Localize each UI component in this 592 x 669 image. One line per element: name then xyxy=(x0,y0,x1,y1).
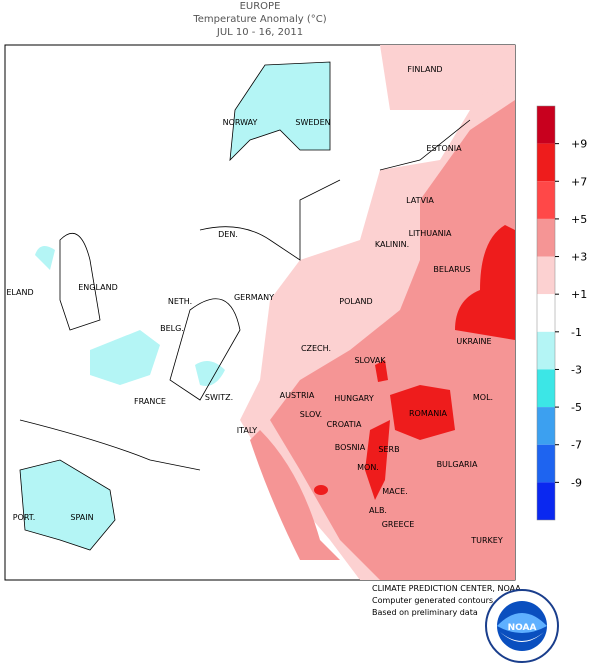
legend-swatch xyxy=(537,143,555,182)
country-label: FINLAND xyxy=(407,65,442,74)
legend-swatch xyxy=(537,218,555,257)
legend-swatch xyxy=(537,444,555,483)
country-label: LITHUANIA xyxy=(409,229,452,238)
country-label: FRANCE xyxy=(134,397,166,406)
legend-swatch xyxy=(537,256,555,295)
country-label: KALININ. xyxy=(375,240,409,249)
color-legend: +9 +7 +5 +3 +1 -1 -3 -5 -7 -9 xyxy=(536,105,587,521)
country-label: POLAND xyxy=(339,297,372,306)
legend-tick-label: -1 xyxy=(571,326,582,339)
country-label: CZECH. xyxy=(301,344,331,353)
country-label: UKRAINE xyxy=(456,337,491,346)
country-label: BOSNIA xyxy=(335,443,366,452)
country-label: ENGLAND xyxy=(78,283,118,292)
footer-line: CLIMATE PREDICTION CENTER, NOAA xyxy=(372,584,521,593)
country-label: GERMANY xyxy=(234,293,274,302)
country-label: MON. xyxy=(357,463,379,472)
country-label: CROATIA xyxy=(327,420,362,429)
country-label: SLOVAK xyxy=(354,356,386,365)
country-label: SPAIN xyxy=(70,513,93,522)
legend-swatch xyxy=(537,407,555,445)
legend-swatch xyxy=(537,106,555,144)
subtitle: Temperature Anomaly (°C) xyxy=(192,14,326,25)
country-label: BELARUS xyxy=(433,265,470,274)
legend-swatch xyxy=(537,369,555,408)
country-label: LATVIA xyxy=(406,196,434,205)
legend-frame xyxy=(536,105,556,521)
country-label: BELG. xyxy=(160,324,184,333)
country-label: MOL. xyxy=(473,393,493,402)
legend-tick-label: -9 xyxy=(571,476,582,489)
country-label: ROMANIA xyxy=(409,409,448,418)
country-label: SWEDEN xyxy=(295,118,330,127)
legend-tick-label: +7 xyxy=(571,175,587,188)
country-label: ESTONIA xyxy=(426,144,462,153)
map: FINLAND NORWAY SWEDEN ESTONIA LATVIA DEN… xyxy=(4,44,516,581)
legend-tick-label: -3 xyxy=(571,363,582,376)
country-label: DEN. xyxy=(218,230,238,239)
country-label: SWITZ. xyxy=(205,393,233,402)
legend-tick-label: +3 xyxy=(571,251,587,264)
footer-line: Based on preliminary data xyxy=(372,608,478,617)
country-label: BULGARIA xyxy=(437,460,478,469)
legend-swatch xyxy=(537,482,555,520)
footer-line: Computer generated contours xyxy=(372,596,493,605)
legend-swatch xyxy=(537,294,555,332)
country-label: SERB xyxy=(378,445,399,454)
country-label: AUSTRIA xyxy=(280,391,315,400)
country-label: TURKEY xyxy=(470,536,503,545)
country-label: MACE. xyxy=(382,487,407,496)
country-label: ELAND xyxy=(6,288,33,297)
title: EUROPE xyxy=(240,1,281,12)
country-label: NORWAY xyxy=(223,118,258,127)
country-label: SLOV. xyxy=(300,410,322,419)
date: JUL 10 - 16, 2011 xyxy=(216,27,303,38)
country-label: ITALY xyxy=(237,426,257,435)
country-label: NETH. xyxy=(168,297,192,306)
legend-tick-label: -7 xyxy=(571,439,582,452)
legend-swatch xyxy=(537,331,555,370)
country-label: HUNGARY xyxy=(334,394,374,403)
noaa-logo: NOAA xyxy=(485,589,559,663)
country-label: GREECE xyxy=(382,520,415,529)
legend-tick-label: -5 xyxy=(571,401,582,414)
legend-tick-label: +5 xyxy=(571,213,587,226)
country-label: PORT. xyxy=(13,513,36,522)
legend-swatch xyxy=(537,181,555,219)
legend-tick-label: +1 xyxy=(571,288,587,301)
country-label: ALB. xyxy=(369,506,387,515)
legend-tick-label: +9 xyxy=(571,138,587,151)
logo-text: NOAA xyxy=(508,623,537,633)
